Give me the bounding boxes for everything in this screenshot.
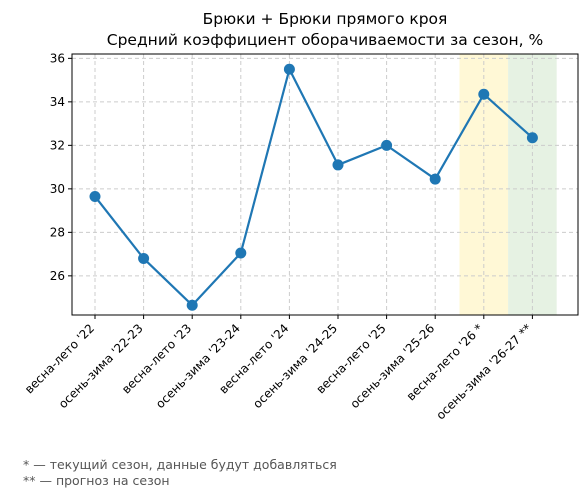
data-point: [526, 132, 538, 144]
data-point: [186, 299, 198, 311]
data-point: [138, 252, 150, 264]
chart-subtitle: Средний коэффициент оборачиваемости за с…: [107, 31, 543, 49]
y-axis: 26 28 30 32 34 36: [50, 51, 72, 283]
y-tick-label: 28: [50, 225, 65, 239]
plot-frame: [71, 53, 579, 316]
y-tick-label: 30: [50, 182, 65, 196]
data-point: [381, 139, 393, 151]
x-tick-label: осень-зима '26-27 **: [433, 321, 534, 422]
footnote-current-season: * — текущий сезон, данные будут добавлят…: [23, 457, 337, 472]
x-tick-label: осень-зима '22-23: [56, 321, 146, 411]
data-point: [89, 190, 101, 202]
data-point: [283, 63, 295, 75]
x-tick-label: осень-зима '25-26: [347, 321, 437, 411]
y-tick-label: 32: [50, 138, 65, 152]
chart-title: Брюки + Брюки прямого кроя: [203, 10, 448, 28]
data-point: [332, 159, 344, 171]
footnote-forecast: ** — прогноз на сезон: [23, 473, 170, 488]
data-point: [235, 247, 247, 259]
y-tick-label: 34: [50, 95, 65, 109]
data-point: [429, 173, 441, 185]
data-points: [89, 63, 538, 311]
x-tick-label: осень-зима '23-24: [153, 321, 243, 411]
x-tick-label: осень-зима '24-25: [250, 321, 340, 411]
y-tick-label: 26: [50, 269, 65, 283]
series-line: [94, 68, 534, 307]
data-point: [478, 88, 490, 100]
y-tick-label: 36: [50, 51, 65, 65]
